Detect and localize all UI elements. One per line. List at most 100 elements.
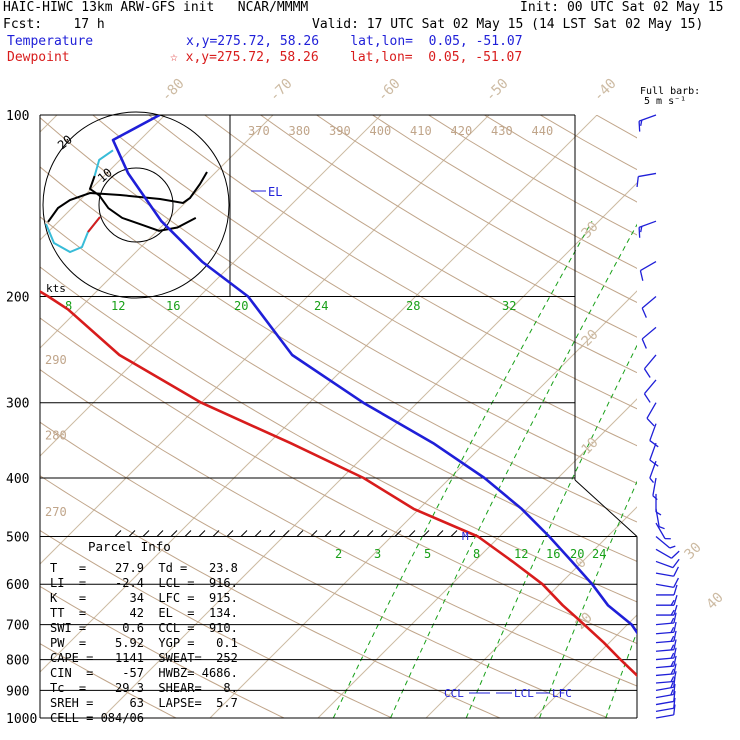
isotherm-line bbox=[425, 506, 637, 719]
barb-legend-unit: 5 m s⁻¹ bbox=[644, 96, 687, 107]
mixing-ratio-line bbox=[605, 630, 637, 719]
mixing-ratio-label: 28 bbox=[406, 299, 420, 313]
isotherm-line bbox=[101, 182, 637, 719]
wind-barb-flag bbox=[638, 227, 641, 238]
wind-barb-flag bbox=[669, 545, 676, 549]
dry-adiabat-line bbox=[40, 475, 501, 719]
wind-barb bbox=[643, 354, 657, 378]
wind-barb-flag bbox=[649, 477, 655, 483]
wind-barb-staff bbox=[643, 379, 657, 395]
theta-label: 410 bbox=[410, 124, 432, 138]
parcel-row: LI = -2.4 LCL = 916. bbox=[50, 576, 238, 590]
mixing-ratio-label: 20 bbox=[234, 299, 248, 313]
hodograph-trace-low bbox=[93, 149, 114, 177]
wind-barb-flag bbox=[643, 393, 651, 403]
hatch-mark bbox=[422, 530, 430, 537]
hatch-mark bbox=[198, 530, 206, 537]
wind-barb-flag bbox=[646, 417, 655, 427]
wind-barb-staff bbox=[655, 673, 674, 677]
hatch-mark bbox=[450, 530, 458, 537]
wind-barb bbox=[655, 548, 680, 559]
wind-barb-staff bbox=[649, 442, 657, 461]
parcel-row: PW = 5.92 YGP = 0.1 bbox=[50, 636, 238, 650]
theta-label: 380 bbox=[289, 124, 311, 138]
isotherm-label: -80 bbox=[159, 76, 188, 105]
isotherm-line bbox=[40, 115, 598, 673]
hodograph-trace-surface bbox=[45, 216, 101, 254]
wind-barb bbox=[655, 647, 677, 661]
legend-temperature-coords: x,y=275.72, 58.26 lat,lon= 0.05, -51.07 bbox=[186, 34, 523, 49]
barb-legend-title: Full barb: bbox=[640, 86, 701, 97]
mixing-ratio-label: 32 bbox=[502, 299, 516, 313]
wind-barb-flag bbox=[672, 558, 680, 568]
wind-barb-flag bbox=[673, 663, 677, 675]
mixing-ratio-label: 16 bbox=[166, 299, 180, 313]
hatch-mark bbox=[254, 530, 262, 537]
wind-barb-flag bbox=[670, 689, 674, 696]
hatch-mark bbox=[310, 530, 318, 537]
hatch-mark bbox=[296, 530, 304, 537]
wind-barb bbox=[638, 114, 657, 132]
pressure-tick-label: 900 bbox=[6, 684, 29, 699]
dry-adiabat-line bbox=[40, 643, 177, 719]
wind-barb-flag bbox=[658, 526, 665, 530]
wind-barb-flag bbox=[670, 644, 675, 651]
pressure-tick-label: 500 bbox=[6, 530, 29, 545]
dry-adiabat-line bbox=[148, 115, 637, 410]
hatch-mark bbox=[226, 530, 234, 537]
hodograph-trace-mid bbox=[47, 171, 208, 223]
isotherm-line bbox=[209, 290, 637, 719]
pressure-tick-label: 700 bbox=[6, 619, 29, 634]
wind-barb-staff bbox=[655, 583, 674, 588]
wind-barb-staff bbox=[655, 707, 674, 713]
isotherm-label: 40 bbox=[704, 590, 727, 613]
theta-label: 430 bbox=[491, 124, 513, 138]
mixing-ratio-label: 12 bbox=[111, 299, 125, 313]
wind-barb-staff bbox=[655, 508, 660, 527]
isotherm-lines bbox=[40, 115, 637, 719]
wind-barb bbox=[655, 621, 677, 635]
pressure-tick-label: 100 bbox=[6, 109, 29, 124]
hatch-mark bbox=[128, 530, 136, 537]
wind-barb-staff bbox=[652, 477, 657, 496]
wind-barb bbox=[638, 220, 657, 238]
legend-dewpoint-coords: ☆ x,y=275.72, 58.26 lat,lon= 0.05, -51.0… bbox=[170, 50, 523, 65]
pressure-tick-label: 400 bbox=[6, 472, 29, 487]
dry-adiabat-line bbox=[40, 117, 637, 484]
isotherm-line bbox=[40, 115, 274, 349]
wind-barb-staff bbox=[638, 114, 657, 122]
wind-barb-staff bbox=[649, 460, 657, 479]
mixing-ratio-label: 12 bbox=[514, 547, 528, 561]
hatch-mark bbox=[352, 530, 360, 537]
wind-barb-flag bbox=[638, 121, 641, 132]
wind-barb-flag bbox=[673, 612, 677, 624]
mixing-ratio-label: 20 bbox=[570, 547, 584, 561]
wind-barb-flag bbox=[670, 626, 675, 633]
wind-barb-flag bbox=[673, 621, 677, 633]
parcel-info-title: Parcel Info bbox=[88, 539, 171, 554]
wind-barb bbox=[649, 423, 659, 448]
header-init-time: Init: 00 UTC Sat 02 May 15 bbox=[520, 0, 724, 15]
wind-barb-flag bbox=[673, 584, 678, 596]
wind-barb-flag bbox=[670, 660, 675, 667]
parcel-row: Tc = 29.3 SHEAR= 8. bbox=[50, 681, 238, 695]
wind-barb bbox=[655, 535, 676, 549]
wind-barb-staff bbox=[655, 686, 674, 692]
parcel-row: CELL = 084/06 bbox=[50, 711, 144, 725]
wind-barb-flag bbox=[643, 368, 651, 378]
wind-barb-staff bbox=[655, 622, 674, 626]
hatch-mark bbox=[184, 530, 192, 537]
wind-barb bbox=[655, 508, 665, 530]
mixing-ratio-label: 16 bbox=[546, 547, 560, 561]
theta-label: 400 bbox=[370, 124, 392, 138]
theta-label: 420 bbox=[451, 124, 473, 138]
wind-barb bbox=[643, 379, 657, 403]
wind-barb-flag bbox=[670, 682, 674, 689]
wind-barb-flag bbox=[670, 668, 675, 675]
mixing-ratio-line bbox=[725, 221, 740, 718]
sounding-annotations: EL M CCL LCL LFC bbox=[251, 185, 572, 700]
wind-barb-flag bbox=[673, 630, 677, 642]
mixing-ratio-label: 8 bbox=[65, 299, 72, 313]
